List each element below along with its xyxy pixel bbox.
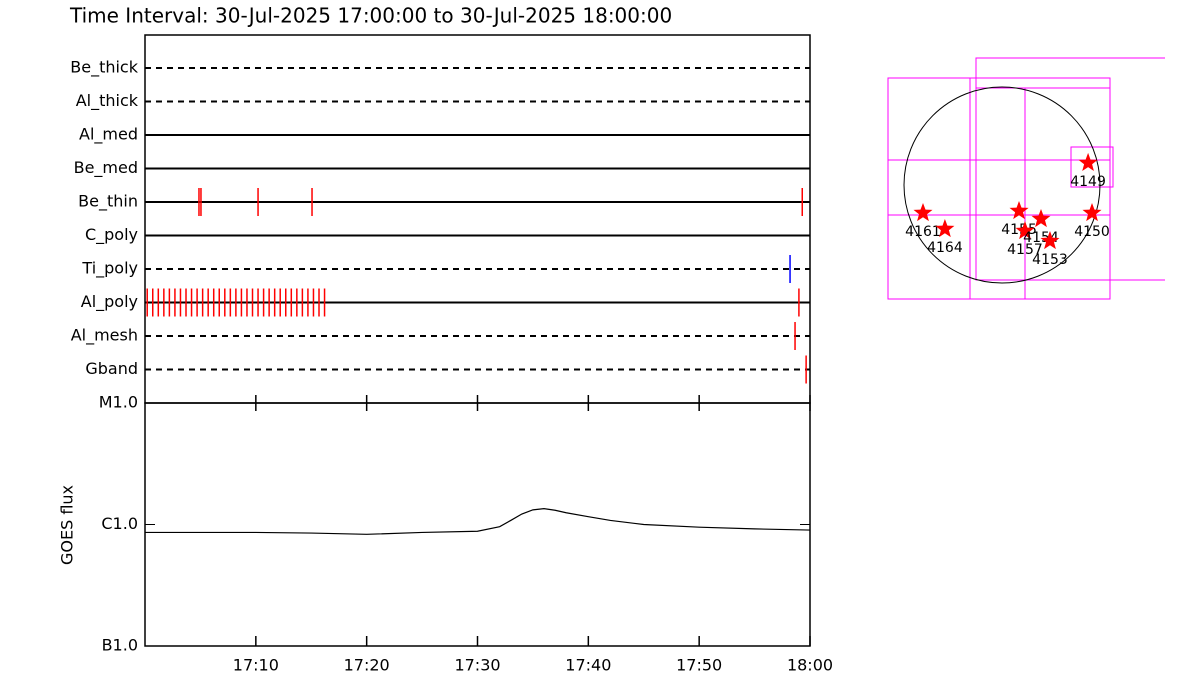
row-label: Be_med bbox=[74, 158, 138, 178]
ar-label: 4153 bbox=[1032, 252, 1068, 268]
ar-label: 4149 bbox=[1070, 174, 1106, 190]
row-label: Be_thin bbox=[78, 192, 138, 212]
fov-box bbox=[969, 77, 1111, 300]
row-label: Al_thick bbox=[76, 91, 139, 111]
y-tick-label: C1.0 bbox=[101, 514, 138, 533]
row-label: Gband bbox=[85, 359, 138, 378]
goes-line bbox=[145, 508, 811, 535]
ar-star bbox=[913, 203, 933, 222]
x-tick-label: 17:20 bbox=[344, 656, 390, 675]
ar-star bbox=[935, 219, 955, 238]
ar-star bbox=[1082, 203, 1102, 222]
fov-box bbox=[975, 57, 1165, 281]
ar-label: 4150 bbox=[1074, 224, 1110, 240]
row-label: Al_poly bbox=[81, 292, 138, 312]
x-tick-label: 17:50 bbox=[676, 656, 722, 675]
row-label: Al_med bbox=[79, 125, 138, 145]
x-tick-label: 17:10 bbox=[233, 656, 279, 675]
x-tick-label: 17:30 bbox=[454, 656, 500, 675]
ar-label: 4161 bbox=[905, 224, 941, 240]
ar-star bbox=[1078, 152, 1098, 171]
ar-star bbox=[1031, 209, 1051, 228]
y-axis-label: GOES flux bbox=[58, 485, 77, 565]
fov-boxes bbox=[887, 57, 1165, 300]
panel-frame bbox=[144, 34, 811, 404]
row-label: C_poly bbox=[85, 225, 138, 245]
y-tick-label: B1.0 bbox=[102, 636, 138, 655]
row-label: Be_thick bbox=[70, 58, 138, 78]
ar-star bbox=[1040, 231, 1060, 250]
row-label: Al_mesh bbox=[71, 326, 138, 346]
x-tick-label: 18:00 bbox=[787, 656, 833, 675]
row-label: Ti_poly bbox=[81, 259, 138, 279]
solar-limb bbox=[903, 86, 1101, 284]
ar-star bbox=[1015, 221, 1035, 240]
ar-label: 4164 bbox=[927, 240, 963, 256]
y-tick-label: M1.0 bbox=[99, 393, 138, 412]
x-tick-label: 17:40 bbox=[565, 656, 611, 675]
title: Time Interval: 30-Jul-2025 17:00:00 to 3… bbox=[69, 4, 672, 28]
ar-label: 4157 bbox=[1007, 242, 1043, 258]
ar-star bbox=[1009, 201, 1029, 220]
panel-frame bbox=[144, 402, 811, 647]
